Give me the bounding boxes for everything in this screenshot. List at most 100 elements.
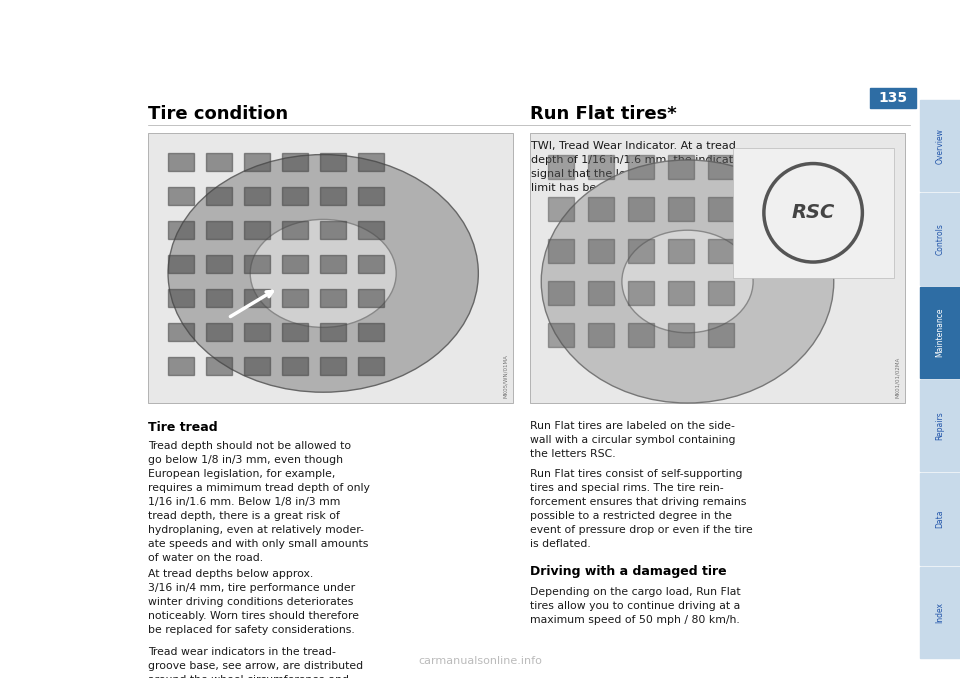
- Bar: [548, 323, 574, 347]
- Text: Overview: Overview: [935, 127, 945, 163]
- Bar: [244, 187, 270, 205]
- Bar: [244, 289, 270, 307]
- Bar: [920, 100, 960, 191]
- Bar: [282, 289, 308, 307]
- Bar: [708, 155, 734, 179]
- Text: MK05/WN/01MA: MK05/WN/01MA: [503, 354, 508, 398]
- Text: Data: Data: [935, 510, 945, 528]
- Bar: [732, 148, 894, 277]
- Bar: [282, 153, 308, 171]
- Bar: [530, 133, 905, 403]
- Text: Repairs: Repairs: [935, 412, 945, 440]
- Text: Depending on the cargo load, Run Flat
tires allow you to continue driving at a
m: Depending on the cargo load, Run Flat ti…: [530, 587, 740, 625]
- Text: Tread wear indicators in the tread-
groove base, see arrow, are distributed
arou: Tread wear indicators in the tread- groo…: [148, 647, 363, 678]
- Text: Run Flat tires*: Run Flat tires*: [530, 105, 677, 123]
- Bar: [870, 88, 916, 108]
- Bar: [244, 357, 270, 375]
- Bar: [628, 323, 654, 347]
- Bar: [206, 221, 232, 239]
- Bar: [358, 289, 384, 307]
- Ellipse shape: [622, 231, 754, 333]
- Text: At tread depths below approx.
3/16 in/4 mm, tire performance under
winter drivin: At tread depths below approx. 3/16 in/4 …: [148, 569, 359, 635]
- Ellipse shape: [251, 220, 396, 327]
- Bar: [206, 323, 232, 341]
- Bar: [628, 281, 654, 305]
- Bar: [668, 323, 694, 347]
- Bar: [320, 323, 346, 341]
- Bar: [320, 289, 346, 307]
- Text: RSC: RSC: [791, 203, 835, 222]
- Bar: [708, 323, 734, 347]
- Bar: [244, 255, 270, 273]
- Bar: [920, 193, 960, 285]
- Text: Controls: Controls: [935, 223, 945, 255]
- Text: Run Flat tires consist of self-supporting
tires and special rims. The tire rein-: Run Flat tires consist of self-supportin…: [530, 469, 753, 549]
- Bar: [668, 155, 694, 179]
- Bar: [358, 323, 384, 341]
- Text: TWI, Tread Wear Indicator. At a tread
depth of 1/16 in/1.6 mm, the indicators
si: TWI, Tread Wear Indicator. At a tread de…: [531, 141, 751, 193]
- Bar: [708, 197, 734, 221]
- Bar: [548, 197, 574, 221]
- Bar: [920, 287, 960, 378]
- Bar: [168, 221, 194, 239]
- Bar: [588, 239, 614, 263]
- Bar: [588, 281, 614, 305]
- Bar: [920, 380, 960, 471]
- Bar: [148, 133, 513, 403]
- Bar: [320, 187, 346, 205]
- Bar: [358, 255, 384, 273]
- Bar: [282, 255, 308, 273]
- Bar: [628, 155, 654, 179]
- Text: Maintenance: Maintenance: [935, 308, 945, 357]
- Bar: [358, 153, 384, 171]
- Text: Tire tread: Tire tread: [148, 421, 218, 434]
- Bar: [920, 473, 960, 565]
- Bar: [588, 197, 614, 221]
- Bar: [168, 255, 194, 273]
- Text: Index: Index: [935, 602, 945, 623]
- Bar: [668, 197, 694, 221]
- Bar: [206, 289, 232, 307]
- Bar: [668, 239, 694, 263]
- Bar: [320, 357, 346, 375]
- Text: Driving with a damaged tire: Driving with a damaged tire: [530, 565, 727, 578]
- Bar: [168, 187, 194, 205]
- Bar: [168, 357, 194, 375]
- Text: MK01/01/02MA: MK01/01/02MA: [895, 357, 900, 398]
- Bar: [282, 187, 308, 205]
- Bar: [548, 281, 574, 305]
- Ellipse shape: [541, 160, 833, 403]
- Bar: [358, 187, 384, 205]
- Text: Run Flat tires are labeled on the side-
wall with a circular symbol containing
t: Run Flat tires are labeled on the side- …: [530, 421, 735, 459]
- Text: 135: 135: [878, 91, 907, 105]
- Bar: [628, 197, 654, 221]
- Bar: [282, 323, 308, 341]
- Bar: [206, 255, 232, 273]
- Bar: [206, 357, 232, 375]
- Text: Tread depth should not be allowed to
go below 1/8 in/3 mm, even though
European : Tread depth should not be allowed to go …: [148, 441, 370, 563]
- Bar: [206, 153, 232, 171]
- Bar: [320, 153, 346, 171]
- Bar: [358, 357, 384, 375]
- Bar: [320, 255, 346, 273]
- Bar: [668, 281, 694, 305]
- Bar: [282, 357, 308, 375]
- Bar: [588, 155, 614, 179]
- Bar: [588, 323, 614, 347]
- Ellipse shape: [168, 155, 478, 392]
- Bar: [244, 323, 270, 341]
- Bar: [244, 153, 270, 171]
- Text: Tire condition: Tire condition: [148, 105, 288, 123]
- Bar: [708, 281, 734, 305]
- Bar: [168, 289, 194, 307]
- Bar: [548, 155, 574, 179]
- Bar: [282, 221, 308, 239]
- Bar: [920, 567, 960, 658]
- Bar: [168, 153, 194, 171]
- Bar: [358, 221, 384, 239]
- Bar: [628, 239, 654, 263]
- Bar: [320, 221, 346, 239]
- Text: carmanualsonline.info: carmanualsonline.info: [418, 656, 542, 666]
- Bar: [206, 187, 232, 205]
- Bar: [548, 239, 574, 263]
